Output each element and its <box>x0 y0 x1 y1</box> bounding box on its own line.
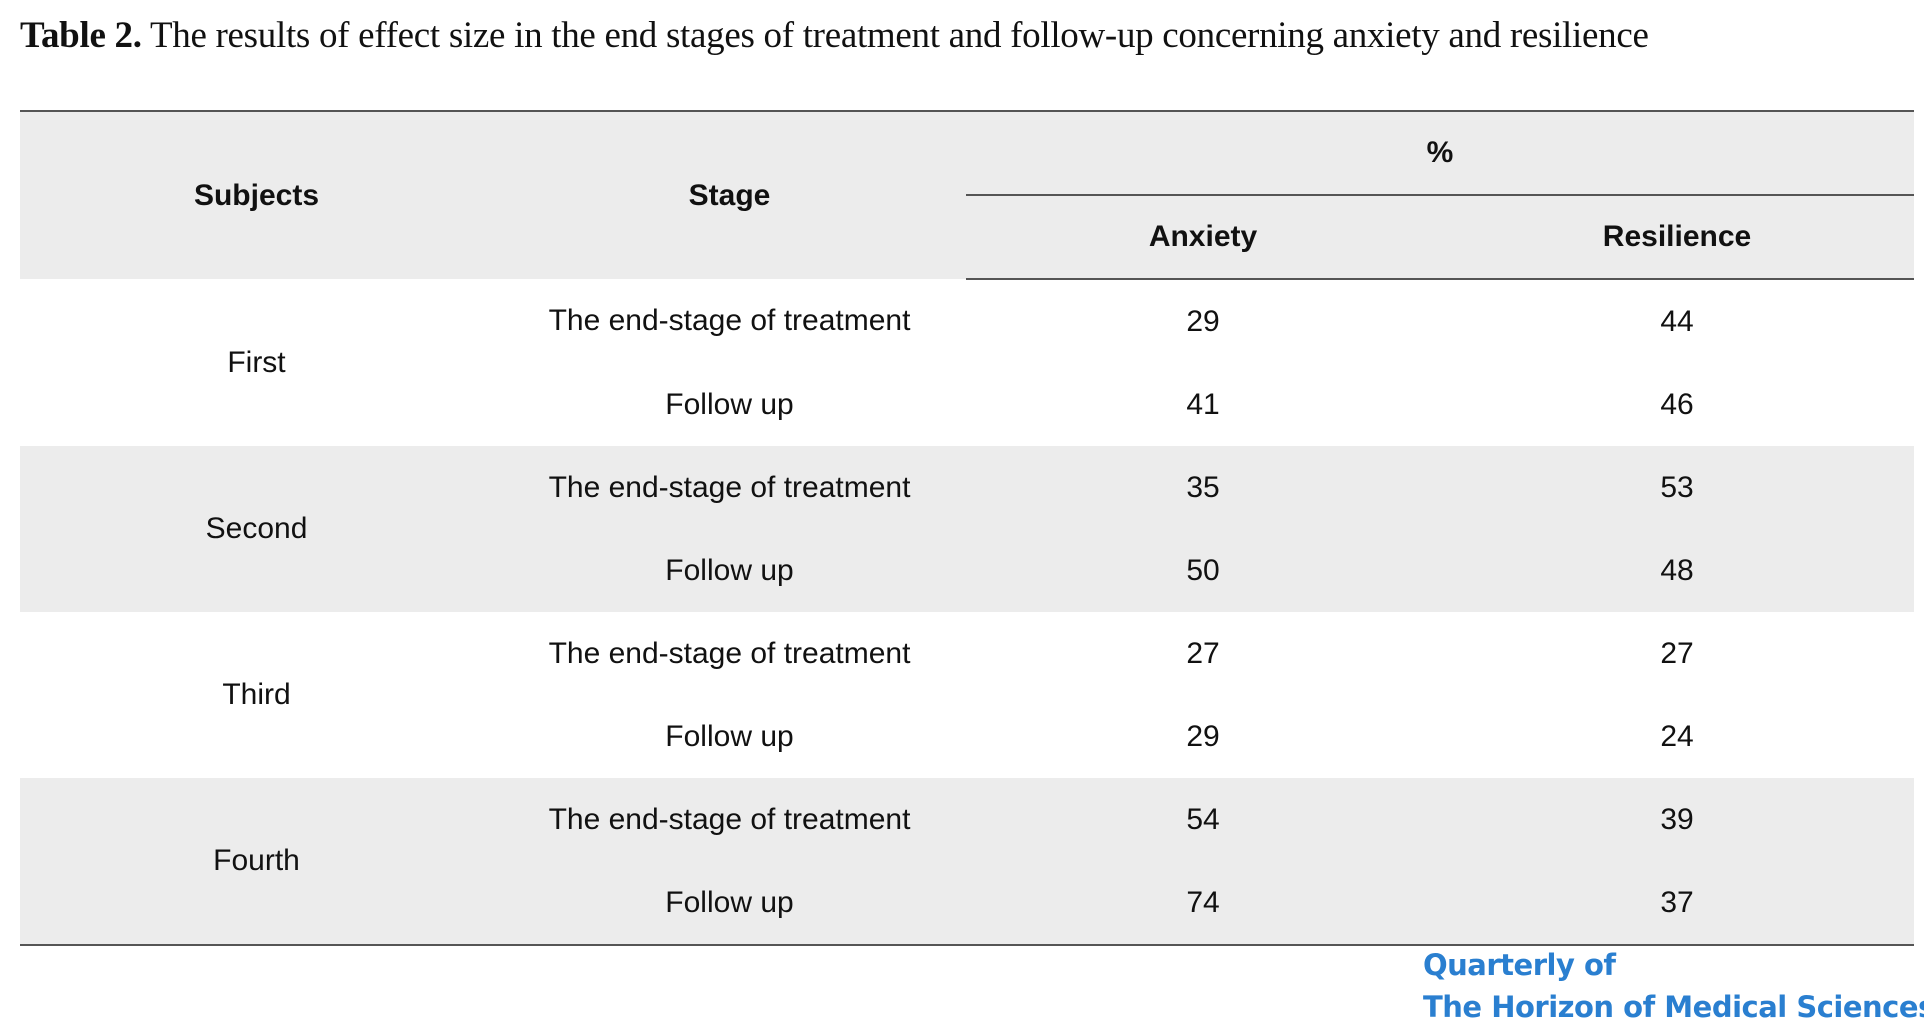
stage-cell: The end-stage of treatment <box>493 446 966 529</box>
header-subjects: Subjects <box>20 110 493 279</box>
table-body: First The end-stage of treatment 29 44 F… <box>20 279 1914 946</box>
header-stage: Stage <box>493 110 966 279</box>
anxiety-cell: 29 <box>1186 304 1220 338</box>
subject-cell: Third <box>222 678 291 711</box>
table-header: Subjects Stage % Anxiety Resilience <box>20 110 1914 280</box>
table-row: First The end-stage of treatment 29 44 <box>20 279 1914 379</box>
resilience-cell: 39 <box>1440 778 1914 861</box>
resilience-cell: 27 <box>1660 636 1694 670</box>
header-row-sub: Anxiety Resilience <box>20 195 1914 280</box>
table-caption-label: Table 2. <box>20 15 142 56</box>
anxiety-cell: 29 <box>1186 719 1220 753</box>
stage-cell: Follow up <box>493 861 966 946</box>
stage-cell: The end-stage of treatment <box>548 636 911 670</box>
table-row: Follow up 74 37 <box>20 861 1914 946</box>
anxiety-cell: 35 <box>966 446 1440 529</box>
header-anxiety: Anxiety <box>966 195 1440 280</box>
anxiety-cell: 74 <box>966 861 1440 946</box>
table-row: Third The end-stage of treatment 27 27 <box>20 612 1914 712</box>
resilience-cell: 37 <box>1440 861 1914 946</box>
resilience-cell: 44 <box>1660 304 1694 338</box>
resilience-cell: 46 <box>1660 387 1694 421</box>
table-row: Follow up 50 48 <box>20 529 1914 612</box>
anxiety-cell: 50 <box>966 529 1440 612</box>
results-table: Subjects Stage % Anxiety Resilience Firs… <box>20 110 1914 946</box>
anxiety-cell: 41 <box>1186 387 1220 421</box>
stage-cell: The end-stage of treatment <box>493 778 966 861</box>
resilience-cell: 24 <box>1660 719 1694 753</box>
table-row: Follow up 41 46 <box>20 363 1914 446</box>
header-percent-group: % <box>966 110 1914 196</box>
subject-cell: First <box>227 345 286 379</box>
anxiety-cell: 27 <box>1186 636 1220 670</box>
watermark-line-1: Quarterly of <box>1423 948 1616 982</box>
resilience-cell: 48 <box>1440 529 1914 612</box>
stage-cell: Follow up <box>665 387 794 421</box>
table-row: Follow up 29 24 <box>20 695 1914 778</box>
journal-watermark: Quarterly of The Horizon of Medical Scie… <box>1423 944 1924 1028</box>
stage-cell: Follow up <box>665 719 794 753</box>
watermark-line-2: The Horizon of Medical Sciences <box>1423 990 1924 1024</box>
anxiety-cell: 54 <box>966 778 1440 861</box>
table-row: Second The end-stage of treatment 35 53 <box>20 446 1914 612</box>
results-table-container: Subjects Stage % Anxiety Resilience Firs… <box>20 110 1914 946</box>
subject-cell: Fourth <box>20 778 493 946</box>
stage-cell: The end-stage of treatment <box>548 304 911 337</box>
resilience-cell: 53 <box>1440 446 1914 529</box>
header-row-top: Subjects Stage % <box>20 110 1914 279</box>
header-resilience: Resilience <box>1440 195 1914 280</box>
table-caption-text: The results of effect size in the end st… <box>141 15 1649 56</box>
table-caption: Table 2. The results of effect size in t… <box>20 14 1649 57</box>
table-row: Fourth The end-stage of treatment 54 39 <box>20 778 1914 946</box>
subject-cell: Second <box>20 446 493 612</box>
stage-cell: Follow up <box>493 529 966 612</box>
